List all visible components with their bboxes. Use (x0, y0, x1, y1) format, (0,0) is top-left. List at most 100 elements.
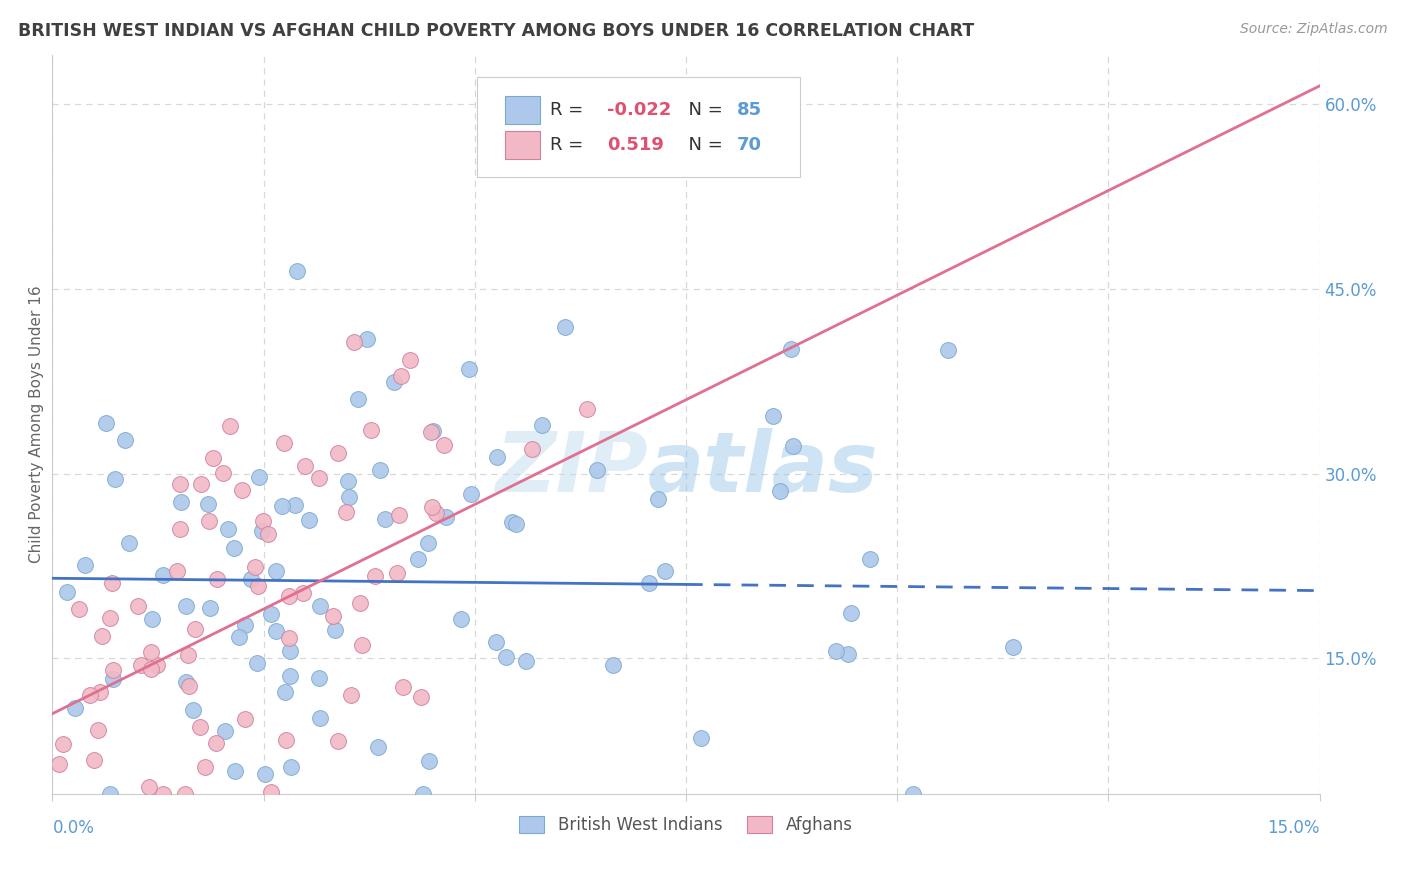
Point (485, 634, 508, 648)
Point (460, 487, 482, 501)
Point (202, 451, 225, 466)
FancyBboxPatch shape (477, 78, 800, 177)
Point (292, 586, 315, 600)
Point (425, 506, 447, 520)
Point (67, 602, 90, 616)
Point (276, 733, 298, 747)
Point (780, 342, 803, 356)
Point (214, 724, 236, 739)
Point (212, 467, 235, 481)
Point (505, 516, 527, 531)
Text: 0.0%: 0.0% (52, 819, 94, 837)
Point (839, 606, 862, 620)
Point (1001, 640, 1024, 654)
Point (274, 685, 297, 699)
Point (90, 629, 112, 643)
Point (190, 477, 212, 491)
Text: BRITISH WEST INDIAN VS AFGHAN CHILD POVERTY AMONG BOYS UNDER 16 CORRELATION CHAR: BRITISH WEST INDIAN VS AFGHAN CHILD POVE… (18, 22, 974, 40)
Point (412, 787, 434, 801)
Text: R =: R = (550, 136, 589, 154)
Point (782, 439, 804, 453)
Point (243, 559, 266, 574)
Point (174, 599, 197, 613)
Point (176, 675, 198, 690)
Point (360, 423, 382, 437)
Point (284, 498, 307, 512)
Point (98, 787, 121, 801)
Point (181, 703, 204, 717)
Point (197, 497, 219, 511)
Point (169, 476, 191, 491)
Point (278, 643, 301, 657)
Point (298, 513, 321, 527)
Point (146, 658, 169, 673)
Point (398, 353, 420, 368)
Point (152, 787, 174, 801)
Point (101, 672, 124, 686)
Text: N =: N = (678, 101, 728, 119)
Text: 70: 70 (737, 136, 762, 154)
Point (602, 657, 624, 672)
Point (166, 564, 188, 578)
Point (183, 622, 205, 636)
Point (337, 491, 360, 505)
Point (245, 656, 267, 670)
Point (94, 416, 117, 430)
Point (48, 756, 70, 771)
Point (385, 566, 408, 580)
Text: R =: R = (550, 101, 589, 119)
Point (433, 438, 456, 452)
Point (100, 576, 122, 591)
Point (364, 569, 387, 583)
Point (495, 650, 517, 665)
Point (411, 690, 433, 704)
Point (406, 552, 429, 566)
Point (328, 446, 350, 460)
Point (903, 787, 925, 801)
Point (98, 611, 121, 625)
Point (271, 499, 294, 513)
Point (859, 551, 882, 566)
Point (374, 511, 396, 525)
Point (260, 607, 283, 621)
Point (117, 536, 139, 550)
Point (218, 418, 240, 433)
Point (253, 767, 276, 781)
Point (79, 688, 101, 702)
Point (308, 470, 330, 484)
Point (231, 483, 253, 497)
Point (239, 572, 262, 586)
Point (176, 648, 198, 662)
Point (139, 663, 162, 677)
Point (179, 679, 201, 693)
Point (198, 514, 221, 528)
Point (264, 564, 287, 578)
Text: atlas: atlas (648, 428, 879, 509)
Point (382, 375, 405, 389)
Point (309, 711, 332, 725)
Point (152, 568, 174, 582)
Point (486, 450, 509, 464)
Point (575, 402, 598, 417)
Point (585, 463, 607, 477)
Y-axis label: Child Poverty Among Boys Under 16: Child Poverty Among Boys Under 16 (30, 285, 44, 563)
Point (250, 524, 273, 539)
Point (56, 585, 79, 599)
Text: 0.519: 0.519 (607, 136, 664, 154)
Point (339, 688, 361, 702)
Point (233, 618, 256, 632)
Point (139, 645, 162, 659)
Point (420, 500, 443, 514)
Point (322, 609, 344, 624)
FancyBboxPatch shape (505, 131, 540, 160)
Point (350, 638, 373, 652)
Point (638, 576, 661, 591)
Point (173, 787, 195, 801)
Point (501, 516, 523, 530)
Point (689, 731, 711, 746)
Point (257, 526, 280, 541)
Point (252, 514, 274, 528)
Point (141, 612, 163, 626)
Point (89, 685, 111, 699)
Point (260, 785, 283, 799)
